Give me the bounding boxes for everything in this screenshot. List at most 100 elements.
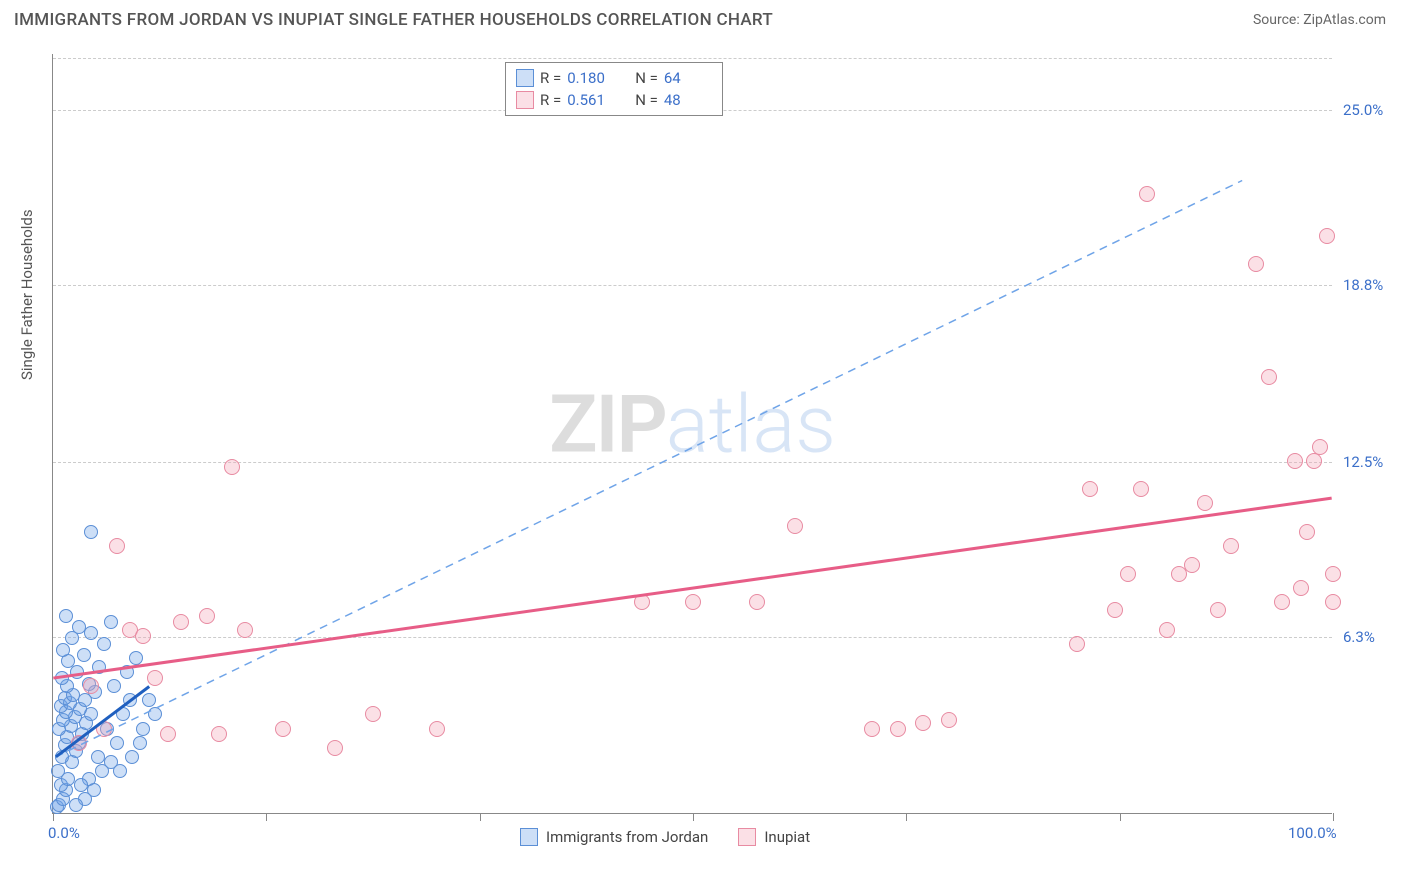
data-point [107,679,121,693]
x-tick [266,813,267,821]
legend-r-value: 0.180 [567,69,615,87]
data-point [1299,524,1315,540]
data-point [1287,453,1303,469]
data-point [110,736,124,750]
watermark: ZIPatlas [549,377,836,471]
data-point [1319,228,1335,244]
data-point [1325,566,1341,582]
data-point [915,715,931,731]
y-tick-label: 6.3% [1343,628,1375,646]
legend-item: Immigrants from Jordan [520,828,708,846]
x-tick [693,813,694,821]
data-point [77,648,91,662]
data-point [1120,566,1136,582]
legend-r-value: 0.561 [567,91,615,109]
data-point [96,721,112,737]
gridline [53,285,1332,286]
data-point [1325,594,1341,610]
legend-row: R =0.561N =48 [516,89,712,111]
gridline [53,58,1332,59]
data-point [147,670,163,686]
y-axis-label: Single Father Households [18,209,36,380]
data-point [135,628,151,644]
data-point [1197,495,1213,511]
data-point [365,706,381,722]
data-point [1210,602,1226,618]
correlation-legend: R = 0.180 N = 64 R =0.561N =48 [505,62,723,116]
chart-title: IMMIGRANTS FROM JORDAN VS INUPIAT SINGLE… [14,10,773,30]
data-point [148,707,162,721]
x-tick [1333,813,1334,821]
data-point [787,518,803,534]
data-point [749,594,765,610]
data-point [133,736,147,750]
data-point [275,721,291,737]
y-tick-label: 12.5% [1343,453,1383,471]
series-legend: Immigrants from Jordan Inupiat [520,828,810,846]
data-point [224,459,240,475]
data-point [92,660,106,674]
y-tick-label: 18.8% [1343,276,1383,294]
legend-n-value: 48 [664,91,712,109]
data-point [1306,453,1322,469]
data-point [1082,481,1098,497]
data-point [1107,602,1123,618]
data-point [864,721,880,737]
data-point [1248,256,1264,272]
data-point [120,665,134,679]
data-point [74,778,88,792]
data-point [1312,439,1328,455]
x-tick [53,813,54,821]
data-point [72,620,86,634]
x-tick-label: 100.0% [1288,824,1337,842]
data-point [84,626,98,640]
data-point [56,643,70,657]
data-point [173,614,189,630]
data-point [71,735,87,751]
data-point [1184,557,1200,573]
data-point [109,538,125,554]
data-point [84,525,98,539]
legend-r-label: R = [540,69,561,87]
legend-series-name: Immigrants from Jordan [546,828,708,846]
data-point [59,609,73,623]
data-point [1293,580,1309,596]
data-point [97,637,111,651]
legend-swatch [520,828,538,846]
x-tick [906,813,907,821]
legend-swatch [738,828,756,846]
data-point [83,678,99,694]
legend-n-label: N = [635,69,658,87]
data-point [1139,186,1155,202]
watermark-atlas: atlas [666,377,836,471]
data-point [129,651,143,665]
data-point [136,722,150,736]
data-point [1133,481,1149,497]
data-point [70,665,84,679]
legend-n-value: 64 [664,69,712,87]
data-point [55,671,69,685]
watermark-zip: ZIP [549,377,666,471]
legend-item: Inupiat [738,828,810,846]
x-tick-label: 0.0% [48,824,80,842]
data-point [1223,538,1239,554]
data-point [199,608,215,624]
data-point [890,721,906,737]
data-point [123,693,137,707]
x-tick [1120,813,1121,821]
data-point [142,693,156,707]
data-point [941,712,957,728]
data-point [69,798,83,812]
data-point [160,726,176,742]
y-tick-label: 25.0% [1343,101,1383,119]
data-point [116,707,130,721]
data-point [104,615,118,629]
chart-plot-area: ZIPatlas R =0.180N =64R =0.561N =48 6.3%… [52,54,1332,814]
gridline [53,462,1332,463]
legend-swatch [516,91,534,109]
data-point [1261,369,1277,385]
data-point [429,721,445,737]
trend-lines [53,54,1332,813]
data-point [211,726,227,742]
legend-swatch [516,69,534,87]
